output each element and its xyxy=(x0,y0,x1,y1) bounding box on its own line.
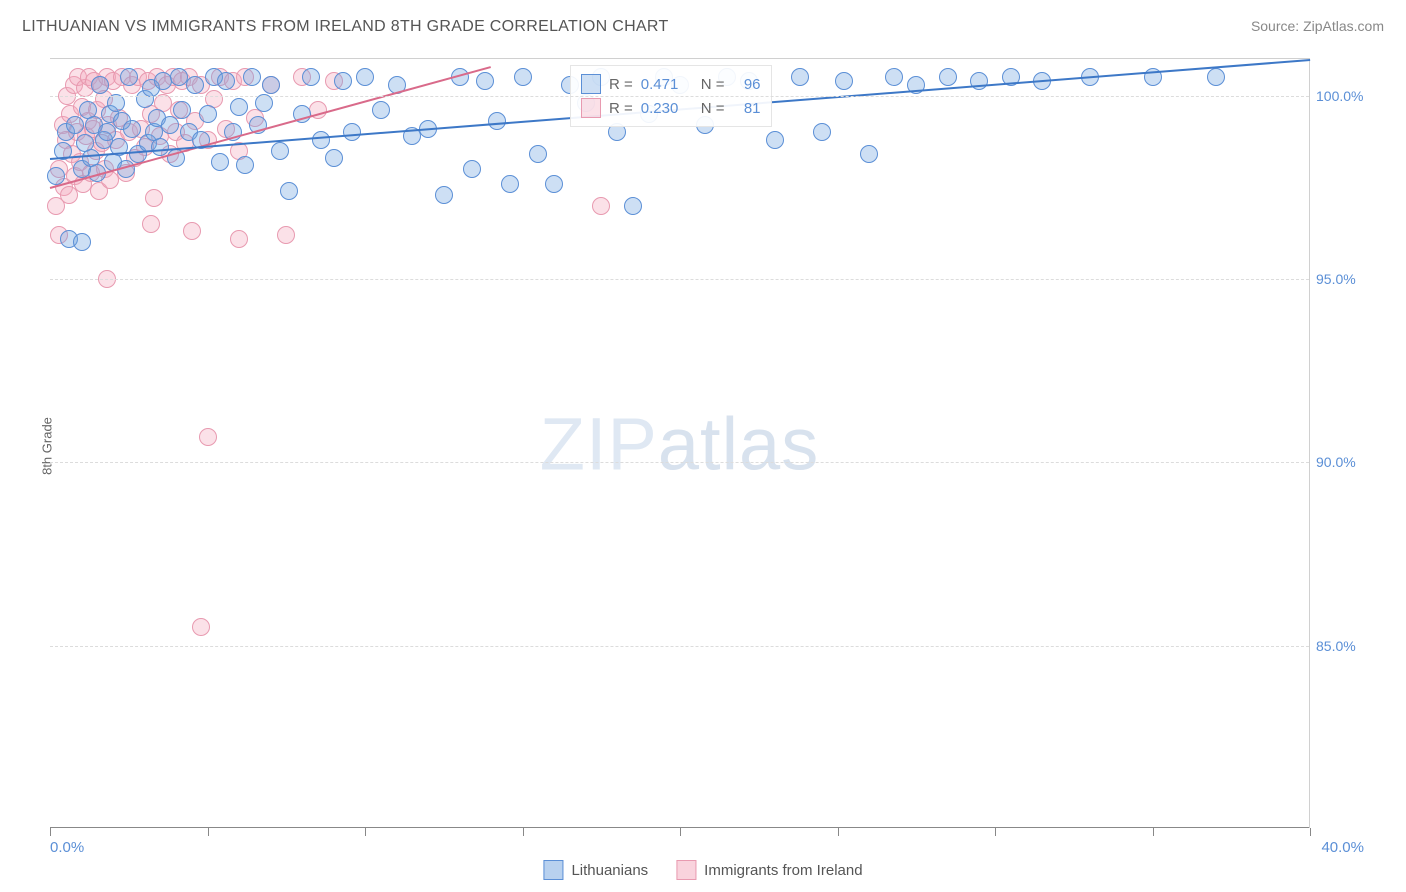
blue-point xyxy=(545,175,563,193)
blue-point xyxy=(325,149,343,167)
pink-point xyxy=(230,230,248,248)
blue-point xyxy=(173,101,191,119)
x-tick xyxy=(995,828,996,836)
blue-point xyxy=(123,120,141,138)
N-value: 96 xyxy=(733,76,761,93)
blue-point xyxy=(255,94,273,112)
x-axis-min-label: 0.0% xyxy=(50,839,84,856)
legend-label: Lithuanians xyxy=(571,862,648,879)
pink-point xyxy=(183,222,201,240)
blue-point xyxy=(186,76,204,94)
blue-point xyxy=(529,145,547,163)
blue-point xyxy=(343,123,361,141)
R-value: 0.230 xyxy=(641,100,693,117)
legend-row-pink: R = 0.230 N = 81 xyxy=(581,96,761,120)
blue-point xyxy=(236,156,254,174)
blue-point xyxy=(217,72,235,90)
blue-point xyxy=(161,116,179,134)
blue-point xyxy=(463,160,481,178)
blue-point xyxy=(514,68,532,86)
pink-point xyxy=(592,197,610,215)
blue-point xyxy=(199,105,217,123)
x-tick xyxy=(838,828,839,836)
blue-point xyxy=(151,138,169,156)
blue-point xyxy=(211,153,229,171)
pink-point xyxy=(192,618,210,636)
x-tick xyxy=(523,828,524,836)
y-tick-label: 85.0% xyxy=(1316,638,1371,654)
N-value: 81 xyxy=(733,100,761,117)
blue-point xyxy=(107,94,125,112)
plot-region xyxy=(50,59,1309,828)
blue-point xyxy=(624,197,642,215)
gridline xyxy=(50,646,1309,647)
gridline xyxy=(50,96,1309,97)
R-label: R = xyxy=(609,100,633,117)
blue-point xyxy=(302,68,320,86)
blue-swatch xyxy=(581,74,601,94)
y-tick-label: 100.0% xyxy=(1316,88,1371,104)
blue-point xyxy=(939,68,957,86)
blue-point xyxy=(280,182,298,200)
x-tick xyxy=(680,828,681,836)
blue-point xyxy=(66,116,84,134)
N-label: N = xyxy=(701,100,725,117)
blue-point xyxy=(91,76,109,94)
x-axis-max-label: 40.0% xyxy=(1321,839,1364,856)
x-tick xyxy=(1153,828,1154,836)
blue-point xyxy=(885,68,903,86)
blue-point xyxy=(791,68,809,86)
chart-area: ZIPatlas R =0.471N =96R =0.230N =81 85.0… xyxy=(50,58,1310,828)
legend-item: Lithuanians xyxy=(543,860,648,880)
x-tick xyxy=(365,828,366,836)
pink-point xyxy=(145,189,163,207)
blue-point xyxy=(1207,68,1225,86)
legend-row-blue: R = 0.471 N = 96 xyxy=(581,72,761,96)
blue-point xyxy=(372,101,390,119)
blue-point xyxy=(501,175,519,193)
series-legend: Lithuanians Immigrants from Ireland xyxy=(543,860,862,880)
blue-point xyxy=(356,68,374,86)
y-tick-label: 90.0% xyxy=(1316,454,1371,470)
legend-item: Immigrants from Ireland xyxy=(676,860,862,880)
blue-point xyxy=(334,72,352,90)
blue-point xyxy=(230,98,248,116)
pink-point xyxy=(142,215,160,233)
y-tick-label: 95.0% xyxy=(1316,271,1371,287)
gridline xyxy=(50,462,1309,463)
blue-point xyxy=(835,72,853,90)
legend-swatch xyxy=(543,860,563,880)
pink-swatch xyxy=(581,98,601,118)
pink-point xyxy=(277,226,295,244)
pink-point xyxy=(199,428,217,446)
x-tick xyxy=(1310,828,1311,836)
legend-swatch xyxy=(676,860,696,880)
blue-point xyxy=(476,72,494,90)
blue-point xyxy=(120,68,138,86)
legend-label: Immigrants from Ireland xyxy=(704,862,862,879)
blue-point xyxy=(262,76,280,94)
R-value: 0.471 xyxy=(641,76,693,93)
blue-point xyxy=(435,186,453,204)
N-label: N = xyxy=(701,76,725,93)
blue-point xyxy=(98,123,116,141)
chart-title: LITHUANIAN VS IMMIGRANTS FROM IRELAND 8T… xyxy=(22,18,669,36)
x-tick xyxy=(208,828,209,836)
blue-point xyxy=(312,131,330,149)
x-tick xyxy=(50,828,51,836)
blue-point xyxy=(73,233,91,251)
blue-point xyxy=(813,123,831,141)
blue-point xyxy=(766,131,784,149)
R-label: R = xyxy=(609,76,633,93)
blue-point xyxy=(243,68,261,86)
source-label: Source: ZipAtlas.com xyxy=(1251,18,1384,34)
blue-point xyxy=(271,142,289,160)
blue-point xyxy=(860,145,878,163)
gridline xyxy=(50,279,1309,280)
